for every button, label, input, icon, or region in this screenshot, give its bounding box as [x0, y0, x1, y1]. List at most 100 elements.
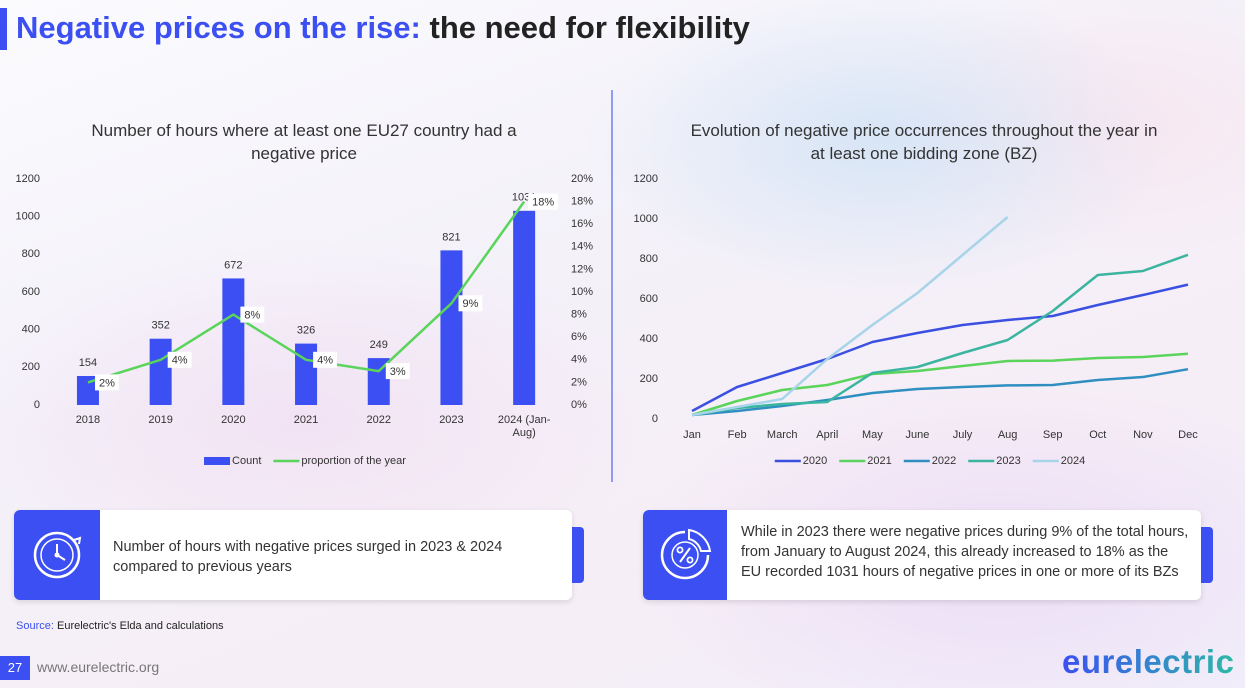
- x-tick-label: 2022: [366, 414, 391, 426]
- bar: [295, 343, 318, 405]
- callout-text: Number of hours with negative prices sur…: [113, 539, 503, 575]
- callout-tab: [572, 527, 584, 583]
- y2-tick-label: 18%: [571, 196, 593, 208]
- legend-label: 2020: [803, 455, 827, 467]
- legend-label: 2022: [932, 455, 956, 467]
- bar: [513, 210, 536, 405]
- x-tick-label: July: [953, 429, 973, 441]
- line-value-label: 4%: [317, 355, 333, 367]
- y2-tick-label: 4%: [571, 354, 587, 366]
- legend-swatch: [204, 457, 231, 465]
- x-tick-label: Sep: [1043, 429, 1063, 441]
- y-tick-label: 1200: [634, 173, 658, 185]
- value-label-box: [458, 295, 483, 312]
- value-label-box: [167, 351, 192, 368]
- x-tick-label: 2021: [293, 414, 319, 426]
- x-tick-label: June: [906, 429, 930, 441]
- y-tick-label: 1000: [634, 213, 658, 225]
- callout-tab: [1201, 527, 1213, 583]
- x-tick-label: May: [862, 429, 883, 441]
- bar-value-label: 249: [370, 339, 388, 351]
- callout-card: Number of hours with negative prices sur…: [14, 510, 572, 600]
- series-line: [691, 253, 1189, 417]
- y2-tick-label: 2%: [571, 376, 587, 388]
- y-tick-label: 1000: [16, 211, 40, 223]
- series-line: [691, 352, 1189, 417]
- title-bar: [0, 8, 7, 50]
- y-tick-label: 200: [640, 373, 658, 385]
- y2-tick-label: 10%: [571, 286, 593, 298]
- source: Source: Eurelectric's Elda and calculati…: [16, 620, 224, 632]
- bar: [76, 375, 99, 405]
- y2-tick-label: 14%: [571, 241, 593, 253]
- bar: [149, 338, 172, 405]
- line-value-label: 3%: [390, 366, 406, 378]
- x-tick-label: Dec: [1178, 429, 1198, 441]
- x-tick-label: 2020: [221, 414, 246, 426]
- value-label-box: [240, 306, 265, 323]
- y2-tick-label: 12%: [571, 263, 593, 275]
- x-tick-label: 2023: [439, 414, 464, 426]
- bar-value-label: 821: [442, 231, 460, 243]
- y-tick-label: 800: [640, 253, 658, 265]
- line-value-label: 4%: [172, 355, 188, 367]
- series-line: [691, 283, 1189, 413]
- bar-value-label: 326: [297, 325, 315, 337]
- y2-tick-label: 0%: [571, 399, 587, 411]
- x-tick-label: Feb: [728, 429, 747, 441]
- y-tick-label: 600: [640, 293, 658, 305]
- footer-url: www.eurelectric.org: [37, 659, 160, 675]
- bar-value-label: 672: [224, 259, 242, 271]
- x-tick-label: 2019: [148, 414, 173, 426]
- series-line: [87, 200, 526, 384]
- legend-label: Count: [232, 455, 261, 467]
- source-label: Source:: [16, 620, 54, 632]
- logo: eurelectric: [1062, 643, 1235, 680]
- page-number: 27: [0, 656, 30, 680]
- source-text: Eurelectric's Elda and calculations: [56, 620, 224, 632]
- clock-icon: [33, 531, 82, 579]
- chart-title: Number of hours where at least one EU27 …: [91, 121, 517, 163]
- callout-card: While in 2023 there were negative prices…: [643, 510, 1201, 600]
- y-tick-label: 400: [22, 324, 40, 336]
- line-value-label: 8%: [244, 310, 260, 322]
- x-tick-label: 2018: [75, 414, 101, 426]
- series-line: [691, 367, 1189, 417]
- legend-label: 2021: [867, 455, 891, 467]
- value-label-box: [313, 351, 338, 368]
- legend-label: 2023: [996, 455, 1020, 467]
- bar-value-label: 352: [151, 320, 169, 332]
- x-tick-label: Nov: [1133, 429, 1153, 441]
- x-tick-label: Aug: [998, 429, 1018, 441]
- legend-label: 2024: [1061, 455, 1085, 467]
- y-tick-label: 200: [22, 361, 40, 373]
- line-value-label: 9%: [462, 298, 478, 310]
- value-label-box: [528, 193, 559, 210]
- x-tick-label: Jan: [683, 429, 701, 441]
- line-value-label: 2%: [99, 377, 115, 389]
- slide-title: Negative prices on the rise: the need fo…: [16, 10, 750, 46]
- line-value-label: 18%: [532, 197, 554, 209]
- title-rest: the need for flexibility: [429, 10, 750, 45]
- y2-tick-label: 16%: [571, 218, 593, 230]
- bar: [440, 250, 463, 405]
- title-highlight: Negative prices on the rise:: [16, 10, 421, 45]
- y-tick-label: 0: [652, 413, 658, 425]
- y2-tick-label: 8%: [571, 309, 587, 321]
- y-tick-label: 0: [34, 399, 40, 411]
- y-tick-label: 600: [22, 286, 40, 298]
- callout-icon: [14, 510, 100, 600]
- y-tick-label: 1200: [16, 173, 40, 185]
- bar: [222, 278, 245, 405]
- x-tick-label: April: [816, 429, 838, 441]
- x-tick-label: 2024 (Jan-Aug): [497, 414, 551, 439]
- y2-tick-label: 6%: [571, 331, 587, 343]
- value-label-box: [94, 374, 119, 391]
- y-tick-label: 800: [22, 248, 40, 260]
- callout-icon: [643, 510, 727, 600]
- callout-text: While in 2023 there were negative prices…: [741, 524, 1189, 580]
- chart-title: Evolution of negative price occurrences …: [690, 121, 1158, 163]
- y-tick-label: 400: [640, 333, 658, 345]
